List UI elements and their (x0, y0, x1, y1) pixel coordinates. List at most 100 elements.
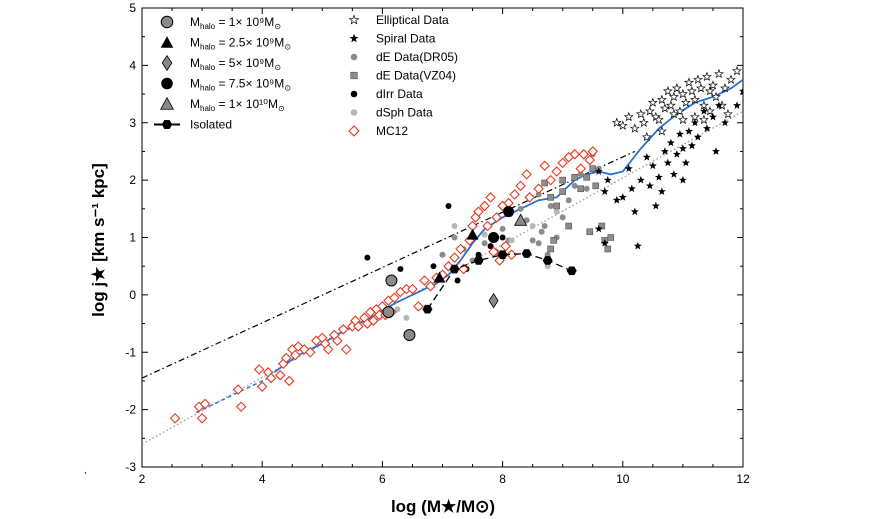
legend-label-right-0: Elliptical Data (376, 13, 449, 27)
point-square-gray (571, 173, 579, 181)
point-star-filled (711, 147, 720, 155)
lower-dashed-blue (195, 377, 269, 414)
point-dot-gray (577, 171, 584, 178)
point-isolated (542, 256, 553, 265)
point-diamond-red (196, 412, 208, 424)
point-diamond-red (232, 384, 244, 395)
point-diamond-red (407, 283, 418, 295)
point-diamond-red (575, 163, 587, 174)
point-dot-lightgray (481, 231, 488, 238)
legend-label-0: Mhalo = 1× 10⁹M⊙ (190, 15, 281, 31)
point-dot-black (499, 234, 506, 241)
legend-observations: Elliptical Data Spiral Data dE Data(DR05) d… (348, 13, 458, 138)
point-diamond-red (274, 369, 286, 381)
point-dot-black (397, 266, 404, 273)
y-tick-label: 0 (129, 288, 136, 302)
point-star-filled (645, 181, 654, 190)
point-diamond-red (479, 200, 490, 212)
legend-marker-star-open (348, 14, 360, 25)
point-diamond-red (253, 364, 265, 375)
point-star-filled (684, 127, 693, 135)
point-diamond-red (485, 192, 496, 203)
point-diamond-red (551, 166, 562, 177)
point-diamond-red (545, 174, 556, 186)
y-tick-label: 4 (129, 58, 136, 72)
point-star-open (714, 68, 724, 79)
point-square-gray (553, 202, 560, 210)
point-diamond-red (256, 381, 268, 392)
legend-marker-dot-black (350, 90, 358, 98)
point-dot-black (364, 254, 371, 261)
point-star-open (611, 117, 622, 127)
point-star-open (692, 74, 703, 84)
y-tick-label: 2 (129, 173, 136, 187)
point-diamond-red (283, 375, 295, 387)
legend-label-5: Isolated (190, 118, 232, 132)
point-diamond-red (199, 398, 211, 410)
point-diamond-red (557, 157, 568, 169)
legend-marker-triangle-gray (160, 96, 174, 110)
point-star-open (711, 91, 721, 102)
point-dot-lightgray (394, 306, 401, 313)
point-star-open (668, 108, 679, 119)
data-marks (169, 65, 743, 424)
point-star-open (644, 106, 655, 116)
x-tick-label: 4 (259, 472, 266, 486)
point-diamond-red (509, 189, 520, 200)
legend-label-right-1: Spiral Data (376, 32, 436, 46)
point-star-filled (600, 187, 609, 195)
point-star-open (677, 114, 688, 125)
point-star-filled (675, 130, 684, 138)
point-circle-black (503, 206, 515, 218)
reference-lines (142, 78, 743, 445)
point-diamond-red (413, 301, 424, 312)
point-star-open (641, 131, 652, 142)
axis-ticks (141, 7, 744, 468)
x-tick-label: 2 (139, 472, 146, 486)
point-triangle-black (433, 271, 446, 283)
point-diamond-red (305, 346, 316, 358)
x-tick-label: 6 (379, 472, 386, 486)
point-star-filled (739, 86, 743, 95)
point-star-open (638, 117, 649, 127)
legend-marker-hexagon-line (161, 119, 173, 130)
point-star-open (726, 74, 736, 84)
y-tick-label: -1 (125, 345, 136, 359)
point-diamond-red (292, 341, 304, 352)
point-diamond-red (425, 280, 436, 292)
point-diamond-red (169, 412, 181, 424)
legend-label-1: Mhalo = 2.5× 10⁹M⊙ (190, 36, 291, 52)
point-star-open (623, 111, 634, 122)
point-star-filled (624, 164, 633, 173)
point-dot-gray (541, 223, 548, 230)
point-diamond-red (524, 192, 535, 203)
point-star-filled (603, 175, 612, 184)
point-diamond-red (515, 180, 526, 192)
point-dot-gray (583, 185, 590, 192)
point-square-gray (589, 165, 597, 172)
point-star-filled (672, 150, 681, 158)
y-tick-label: 5 (129, 1, 136, 15)
point-dot-lightgray (451, 223, 458, 230)
point-star-filled (681, 158, 690, 167)
y-tick-label: -2 (125, 403, 136, 417)
point-dot-gray (481, 240, 488, 247)
point-square-gray (547, 245, 554, 253)
legend-marker-circle-black (161, 77, 173, 90)
point-circle-gray (385, 274, 398, 287)
point-star-filled (678, 144, 687, 152)
x-tick-label: 12 (736, 472, 750, 486)
point-diamond-red (539, 160, 550, 172)
point-star-open (674, 106, 685, 116)
point-dot-black (487, 243, 494, 250)
point-dot-gray (451, 234, 458, 241)
point-star-open (723, 108, 733, 119)
point-dot-gray (547, 202, 554, 209)
point-square-gray (550, 237, 557, 244)
legend-halo-mass: Mhalo = 1× 10⁹M⊙ Mhalo = 2.5× 10⁹M⊙ Mhalo … (154, 15, 291, 132)
legend-label-right-6: MC12 (376, 124, 408, 138)
point-star-filled (612, 196, 621, 204)
point-star-filled (693, 132, 702, 141)
point-square-gray (592, 182, 600, 190)
